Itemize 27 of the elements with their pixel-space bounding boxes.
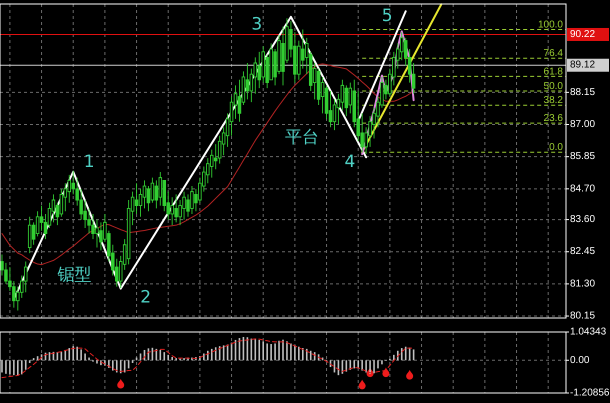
annotation: 50.0: [544, 80, 564, 92]
annotation: 2: [140, 287, 152, 308]
annotation: 76.4: [544, 48, 564, 60]
annotation: 5: [382, 6, 393, 26]
y-tick-label: 81.30: [570, 278, 596, 290]
y-tick-label: 82.45: [570, 246, 596, 258]
annotation: 平台: [285, 127, 320, 148]
y-tick-label: -1.20856: [570, 388, 610, 398]
y-tick-label: 80.15: [570, 310, 596, 322]
y-tick-label: 88.15: [570, 86, 596, 98]
annotation: 100.0: [538, 19, 564, 30]
y-tick-label: 84.70: [570, 183, 596, 194]
annotation: 0.0: [549, 142, 564, 154]
y-tick-label: 1.04343: [570, 326, 607, 338]
annotation: 1: [84, 152, 95, 172]
annotation: 锯型: [56, 264, 92, 285]
annotation: 4: [344, 152, 356, 172]
y-tick-label: 0.00: [570, 354, 590, 366]
y-tick-label: 87.00: [570, 119, 596, 130]
annotation: 61.8: [544, 66, 564, 78]
y-tick-label: 85.85: [570, 151, 596, 162]
annotation: 38.2: [544, 95, 564, 106]
annotation: 3: [251, 14, 262, 35]
ref-line-label: 90.22: [570, 28, 596, 40]
annotation: 23.6: [544, 113, 564, 124]
ref-line-label: 89.12: [570, 60, 596, 71]
y-tick-label: 83.60: [570, 214, 596, 226]
